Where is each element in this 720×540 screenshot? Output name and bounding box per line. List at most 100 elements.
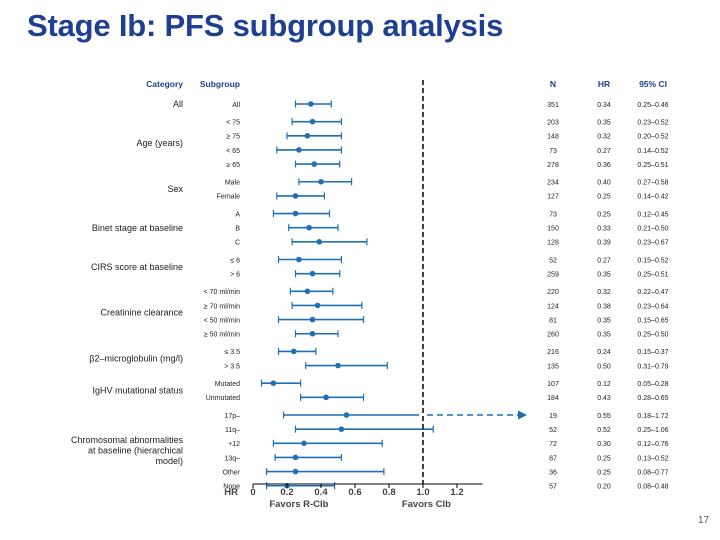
x-tick-label: 1.0	[416, 487, 429, 498]
n-value: 260	[547, 332, 559, 339]
hr-point	[292, 210, 299, 217]
category-label: Sex	[167, 184, 183, 194]
n-value: 150	[547, 226, 559, 233]
subgroup-label: < 65	[226, 148, 240, 155]
hr-value: 0.30	[597, 441, 611, 448]
category-label: CIRS score at baseline	[91, 262, 183, 272]
hr-value: 0.40	[597, 180, 611, 187]
hr-point	[304, 133, 311, 139]
subgroup-label: ≤ 6	[230, 257, 240, 264]
hr-point	[314, 302, 321, 309]
n-value: 81	[549, 317, 557, 324]
subgroup-label: ≥ 70 ml/min	[204, 303, 240, 310]
header-category: Category	[146, 79, 183, 89]
x-axis-label: HR	[224, 487, 238, 498]
hr-point	[318, 178, 324, 185]
ci-value: 0.08–0.77	[637, 469, 668, 476]
subgroup-label: ≥ 65	[226, 162, 240, 169]
n-value: 234	[547, 180, 559, 187]
ci-value: 0.12–0.45	[637, 211, 668, 218]
n-value: 128	[547, 240, 559, 247]
n-value: 72	[549, 441, 557, 448]
n-value: 52	[549, 427, 557, 434]
ci-value: 0.25–1.06	[637, 427, 668, 434]
hr-value: 0.35	[597, 271, 611, 278]
hr-value: 0.32	[597, 134, 611, 141]
subgroup-label: B	[235, 226, 240, 233]
arrow-icon	[518, 410, 527, 420]
ci-value: 0.25–0.50	[637, 332, 668, 339]
hr-point	[270, 380, 277, 387]
category-label: Binet stage at baseline	[92, 223, 183, 233]
hr-value: 0.25	[597, 211, 611, 218]
hr-value: 0.25	[597, 194, 611, 201]
category-label: Chromosomal abnormalities at baseline (hi…	[71, 435, 184, 466]
subgroup-label: < 70 ml/min	[204, 289, 240, 296]
ci-value: 0.12–0.76	[637, 441, 668, 448]
ci-value: 0.27–0.58	[637, 180, 668, 187]
ci-value: 0.15–0.37	[637, 349, 668, 356]
hr-point	[292, 468, 299, 475]
subgroup-label: Female	[217, 194, 240, 201]
hr-point	[308, 101, 314, 107]
hr-point	[301, 440, 307, 447]
hr-value: 0.38	[597, 303, 611, 310]
ci-value: 0.15–0.65	[637, 317, 668, 324]
subgroup-label: ≥ 50 ml/min	[204, 332, 240, 339]
n-value: 184	[547, 395, 559, 402]
hr-point	[316, 239, 323, 245]
subgroup-label: < 75	[226, 119, 240, 126]
hr-point	[335, 362, 341, 369]
subgroup-label: 11q–	[225, 427, 240, 434]
ci-value: 0.05–0.28	[637, 381, 668, 388]
subgroup-label: ≥ 75	[226, 134, 240, 141]
n-value: 127	[547, 194, 559, 201]
hr-point	[292, 454, 299, 461]
hr-value: 0.35	[597, 332, 611, 339]
subgroup-label: Male	[225, 180, 240, 187]
n-value: 36	[549, 469, 557, 476]
subgroup-label: None	[223, 484, 240, 491]
ci-value: 0.08–0.48	[637, 484, 668, 491]
hr-value: 0.33	[597, 226, 611, 233]
subgroup-label: Mutated	[215, 381, 240, 388]
hr-point	[291, 348, 297, 355]
header-n: N	[550, 79, 556, 89]
hr-point	[304, 288, 311, 295]
hr-value: 0.36	[597, 162, 611, 169]
hr-point	[309, 270, 316, 277]
x-tick-label: 1.2	[450, 487, 463, 498]
ci-value: 0.18–1.72	[637, 413, 668, 420]
ci-value: 0.25–0.46	[637, 102, 668, 109]
hr-value: 0.32	[597, 289, 611, 296]
subgroup-label: +12	[228, 441, 240, 448]
x-tick-label: 0.4	[314, 487, 328, 498]
ci-value: 0.25–0.51	[637, 271, 668, 278]
hr-point	[309, 316, 316, 323]
n-value: 135	[547, 363, 559, 370]
ci-value: 0.23–0.67	[637, 240, 668, 247]
hr-value: 0.35	[597, 317, 611, 324]
ci-value: 0.25–0.51	[637, 162, 668, 169]
hr-value: 0.20	[597, 484, 611, 491]
subgroup-label: 13q–	[224, 455, 240, 462]
hr-point	[309, 118, 316, 125]
ci-value: 0.13–0.52	[637, 455, 668, 462]
n-value: 351	[547, 102, 559, 109]
subgroup-label: < 50 ml/min	[204, 317, 240, 324]
n-value: 220	[547, 289, 559, 296]
header-hr: HR	[598, 79, 610, 89]
hr-point	[292, 193, 299, 199]
subgroup-label: Unmutated	[206, 395, 240, 402]
hr-value: 0.27	[597, 148, 611, 155]
x-tick-label: 0.8	[382, 487, 395, 498]
hr-point	[311, 161, 318, 167]
subgroup-label: ≤ 3.5	[224, 349, 240, 356]
n-value: 19	[549, 413, 557, 420]
hr-point	[306, 224, 312, 231]
header-subgroup: Subgroup	[200, 79, 240, 89]
hr-value: 0.25	[597, 455, 611, 462]
category-label: Age (years)	[136, 138, 183, 148]
subgroup-label: C	[235, 240, 240, 247]
